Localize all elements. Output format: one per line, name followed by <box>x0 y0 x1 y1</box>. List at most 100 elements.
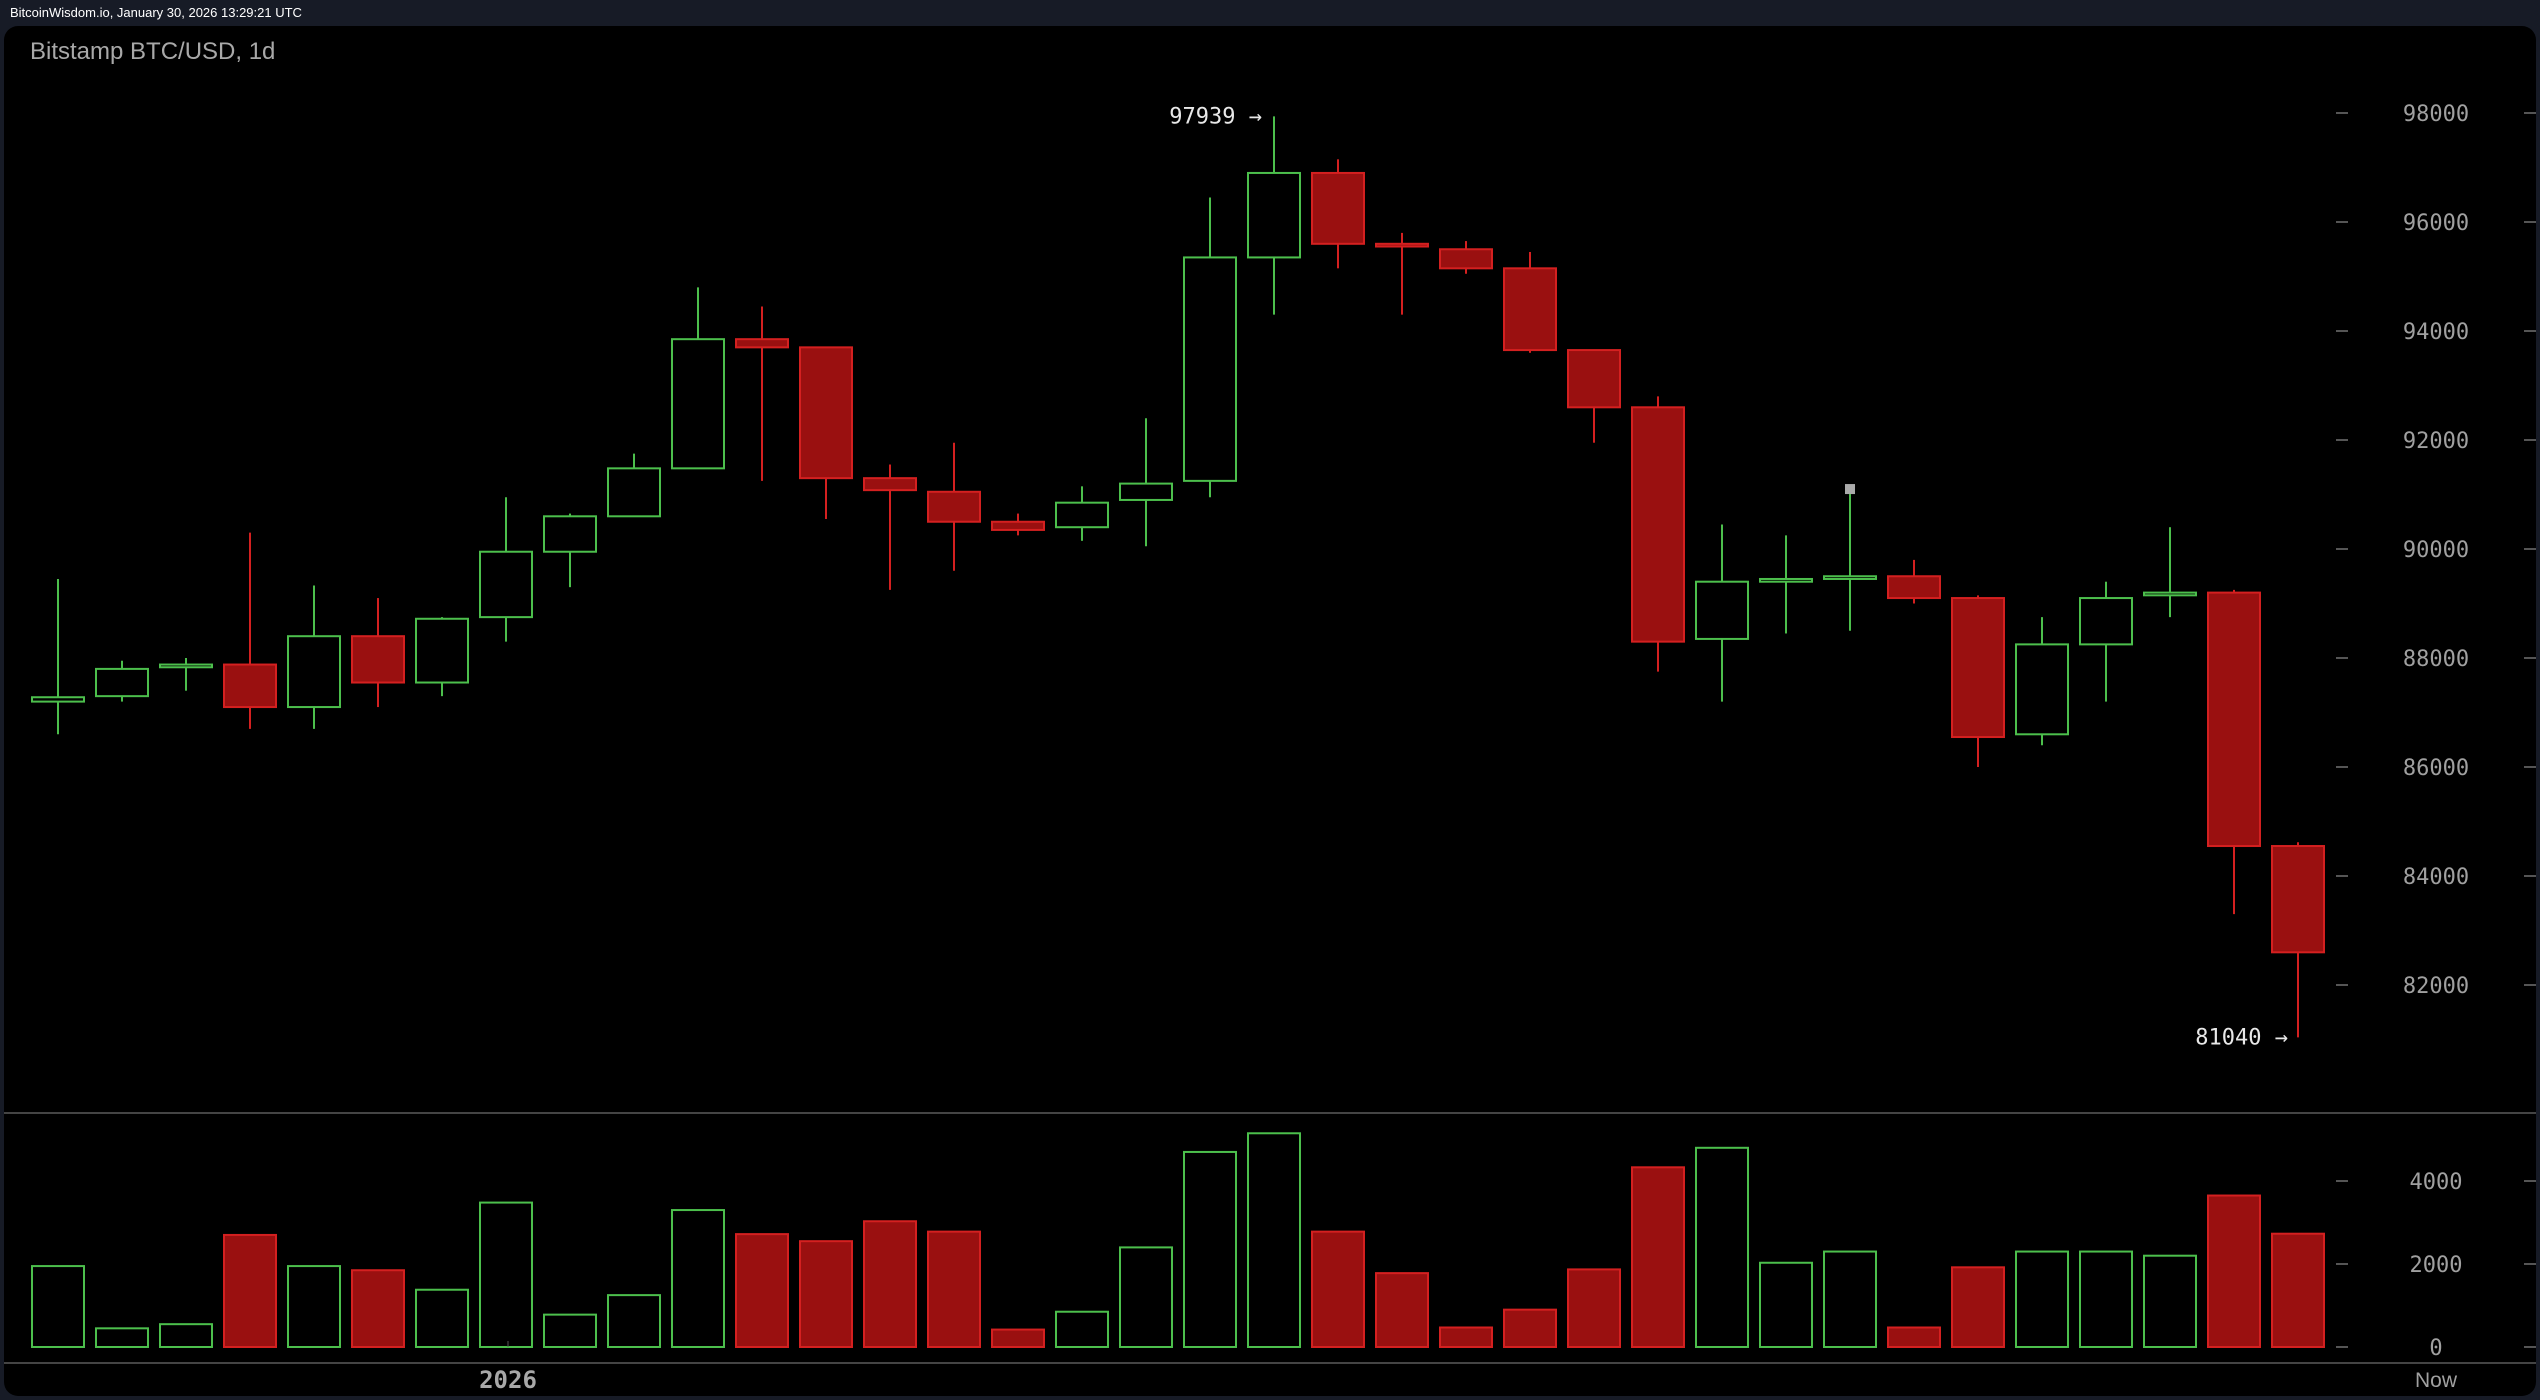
candle <box>287 585 341 729</box>
candles-layer <box>31 116 2325 1038</box>
candle <box>351 598 405 708</box>
volume-tick-label: 0 <box>2429 1336 2442 1361</box>
candle-body <box>1631 406 1685 643</box>
candle-body <box>351 635 405 684</box>
volume-bar <box>1631 1166 1685 1349</box>
candle-body <box>1759 577 1813 583</box>
volume-bar <box>1247 1132 1301 1349</box>
volume-bar <box>95 1327 149 1348</box>
candle <box>671 287 725 470</box>
candle-body <box>479 550 533 619</box>
candle <box>991 513 1045 536</box>
volume-bar <box>1823 1250 1877 1349</box>
source-timestamp: BitcoinWisdom.io, January 30, 2026 13:29… <box>10 5 302 20</box>
price-tick-label: 82000 <box>2403 974 2469 999</box>
volume-bar <box>2143 1254 2197 1348</box>
volume-bar <box>1055 1310 1109 1348</box>
price-tick-label: 94000 <box>2403 320 2469 345</box>
candlestick-chart[interactable]: 82000 84000 86000 88000 90000 92000 94000 96000… <box>4 26 2536 1396</box>
candle <box>2143 527 2197 618</box>
time-label-now: Now <box>2415 1369 2458 1392</box>
candle <box>1887 559 1941 604</box>
candle-body <box>863 477 917 492</box>
candle-body <box>159 663 213 669</box>
candle-body <box>799 346 853 480</box>
candle <box>1055 486 1109 541</box>
candle-body <box>1951 597 2005 739</box>
low-annotation: 81040 → <box>2195 1025 2288 1050</box>
candle-body <box>1311 171 1365 245</box>
candle-body <box>1055 501 1109 529</box>
annotations-layer: 97939 → 81040 → <box>1169 104 2288 1050</box>
candle <box>1759 535 1813 634</box>
volume-bar <box>991 1328 1045 1348</box>
volume-bar <box>671 1209 725 1349</box>
high-annotation: 97939 → <box>1169 104 1262 129</box>
chart-title: Bitstamp BTC/USD, 1d <box>30 38 276 65</box>
price-tick-label: 96000 <box>2403 211 2469 236</box>
volume-bar <box>1951 1266 2005 1348</box>
candle <box>95 660 149 702</box>
volume-bar <box>799 1240 853 1349</box>
candle <box>1567 349 1621 443</box>
candle-body <box>1567 349 1621 409</box>
price-tick-label: 98000 <box>2403 102 2469 127</box>
volume-bar <box>1567 1268 1621 1349</box>
candle-body <box>1695 580 1749 640</box>
volume-bar <box>1439 1326 1493 1348</box>
candle-body <box>2207 591 2261 848</box>
candle <box>1247 116 1301 315</box>
volume-bar <box>2015 1250 2069 1349</box>
candle <box>159 658 213 691</box>
volume-tick-label: 2000 <box>2410 1253 2463 1278</box>
candle <box>863 464 917 590</box>
volume-bar <box>1311 1230 1365 1349</box>
volume-bar <box>2207 1194 2261 1349</box>
volume-bar <box>863 1220 917 1349</box>
candle <box>2079 581 2133 702</box>
time-axis: 2026 Now <box>479 1341 2458 1394</box>
candle-body <box>607 467 661 518</box>
price-tick-label: 88000 <box>2403 647 2469 672</box>
candle-body <box>927 490 981 523</box>
volume-bar <box>927 1230 981 1349</box>
candle <box>735 306 789 481</box>
candle-body <box>2015 643 2069 736</box>
candle-body <box>31 696 85 703</box>
candle-body <box>991 520 1045 531</box>
candle-body <box>1119 482 1173 501</box>
candle <box>799 346 853 520</box>
candle <box>1439 241 1493 274</box>
volume-bar <box>31 1265 85 1348</box>
volume-bar <box>543 1313 597 1349</box>
candle-body <box>95 667 149 698</box>
high-marker <box>1845 484 1855 495</box>
volume-bar <box>1695 1146 1749 1349</box>
volume-bar <box>1887 1326 1941 1348</box>
candle-body <box>2271 845 2325 954</box>
candle <box>31 578 85 735</box>
candle <box>607 453 661 518</box>
volume-bar <box>415 1288 469 1348</box>
candle-body <box>415 617 469 684</box>
candle <box>1695 524 1749 702</box>
candle-body <box>1375 242 1429 248</box>
volume-bar <box>607 1294 661 1348</box>
volume-bar <box>1183 1150 1237 1348</box>
candle <box>1631 396 1685 672</box>
candle <box>543 513 597 588</box>
candle <box>2207 589 2261 915</box>
chart-frame: Bitstamp BTC/USD, 1d 82000 84000 86000 8800… <box>4 26 2536 1396</box>
candle <box>2015 617 2069 746</box>
candle-body <box>1887 575 1941 600</box>
price-axis: 82000 84000 86000 88000 90000 92000 94000 96000… <box>2336 102 2536 999</box>
candle <box>927 442 981 571</box>
candle <box>1183 197 1237 498</box>
candle-body <box>543 515 597 553</box>
volume-bar <box>1119 1246 1173 1349</box>
price-tick-label: 92000 <box>2403 429 2469 454</box>
volume-bar <box>287 1265 341 1348</box>
candle <box>415 617 469 697</box>
volume-bar <box>735 1233 789 1348</box>
top-bar: BitcoinWisdom.io, January 30, 2026 13:29… <box>0 0 2540 26</box>
